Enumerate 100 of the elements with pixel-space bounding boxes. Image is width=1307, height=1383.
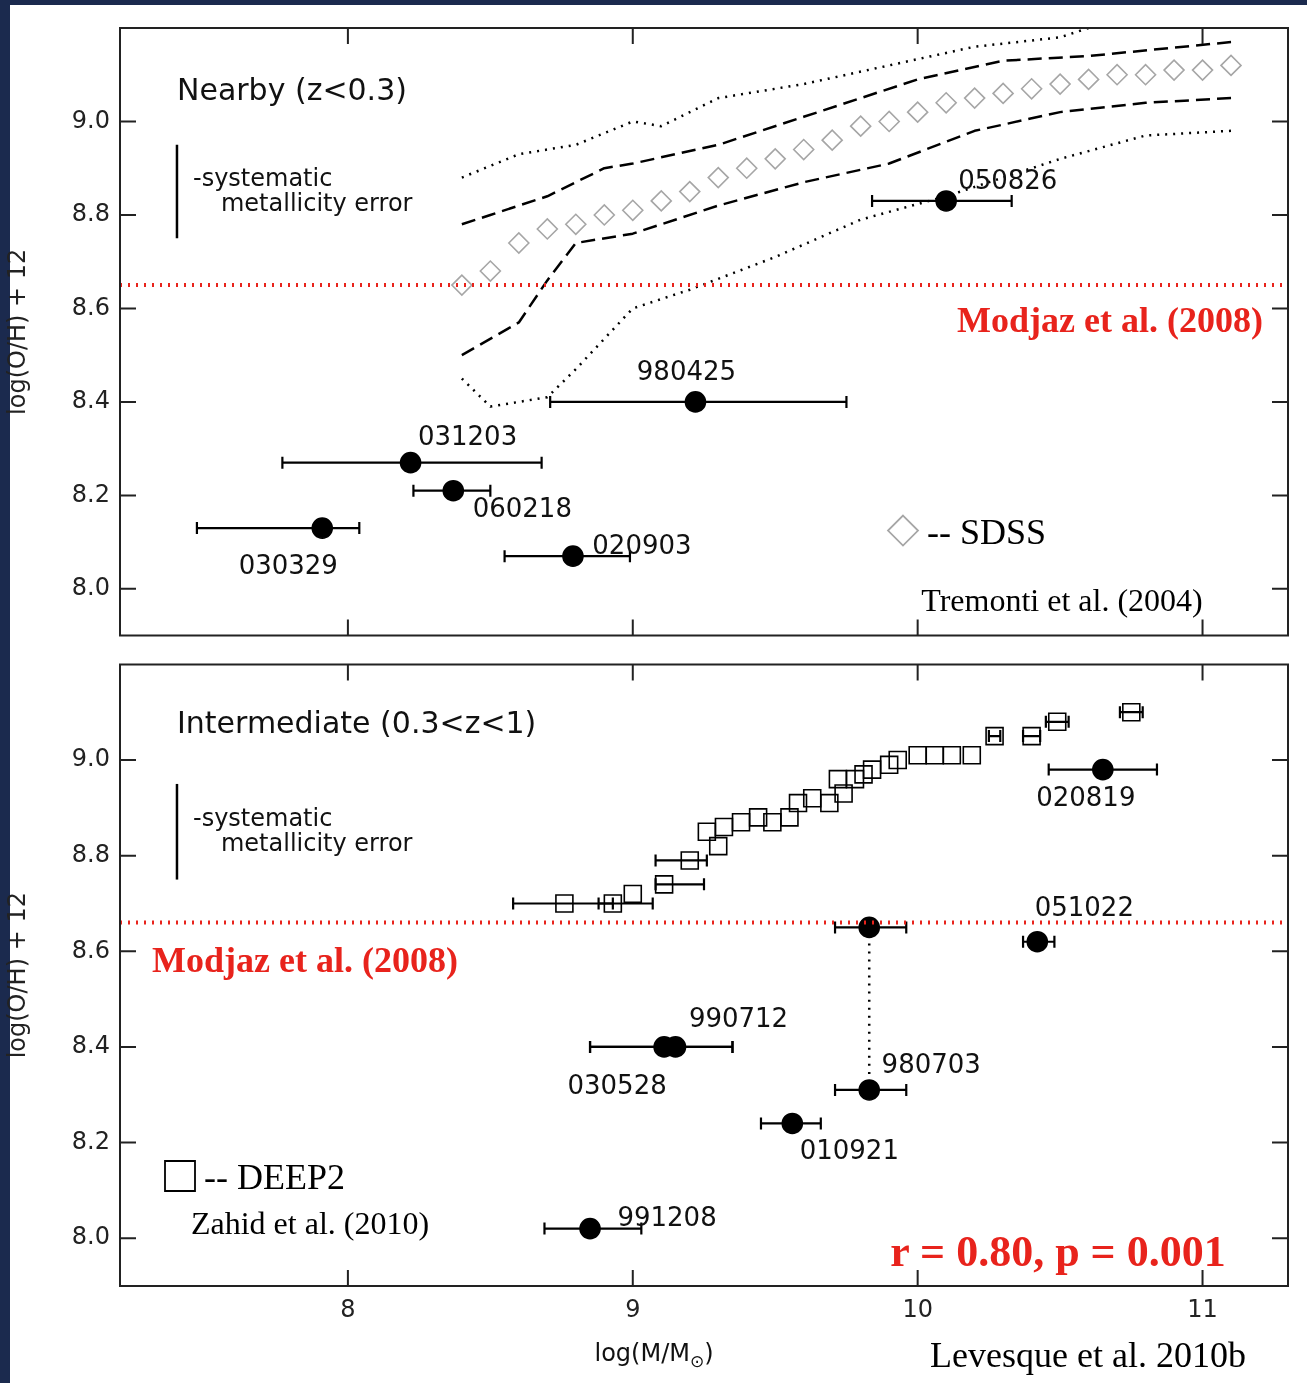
point	[479, 260, 502, 282]
point	[854, 765, 873, 784]
point	[508, 232, 530, 254]
point	[925, 745, 945, 765]
line-series	[460, 40, 1233, 226]
point	[849, 115, 872, 137]
point	[834, 784, 853, 803]
point	[603, 894, 623, 913]
point	[593, 204, 616, 226]
point	[562, 545, 584, 567]
annotation: r = 0.80, p = 0.001	[890, 1227, 1226, 1277]
point	[962, 745, 982, 765]
annotation: 020819	[1036, 782, 1136, 813]
legend-label: -- SDSS	[927, 512, 1047, 553]
annotation: 980703	[881, 1048, 981, 1079]
point	[1134, 63, 1157, 86]
point	[697, 822, 717, 842]
point	[555, 894, 574, 913]
point	[763, 812, 782, 832]
point	[935, 91, 957, 114]
point	[906, 101, 929, 123]
point	[821, 129, 843, 151]
annotation: 051022	[1034, 892, 1134, 923]
point	[828, 769, 848, 789]
y-tick-label: 8.8	[71, 839, 110, 868]
point	[1106, 63, 1128, 86]
point	[707, 166, 730, 189]
point	[708, 836, 728, 856]
annotation: -systematic metallicity error	[192, 803, 413, 857]
point	[792, 138, 815, 161]
ref-line-label: Modjaz et al. (2008)	[152, 939, 458, 980]
y-tick-label: 9.0	[71, 105, 110, 134]
legend-label: -- DEEP2	[204, 1157, 345, 1198]
point	[788, 793, 808, 813]
y-axis-title: log(O/H) + 12	[2, 248, 31, 415]
annotation: 031203	[417, 421, 518, 452]
point	[845, 769, 865, 789]
point	[1077, 68, 1100, 91]
point	[908, 745, 927, 765]
x-axis-title: log(M/M⊙)	[594, 1339, 714, 1372]
y-tick-label: 8.6	[71, 292, 110, 321]
x-tick-label: 10	[902, 1294, 933, 1323]
point	[992, 82, 1014, 105]
annotation: 060218	[472, 493, 572, 524]
point	[714, 817, 734, 837]
y-tick-label: 8.4	[71, 386, 110, 415]
x-tick-label: 11	[1187, 1294, 1218, 1323]
point	[1122, 702, 1141, 722]
y-tick-label: 8.6	[71, 935, 110, 964]
point	[942, 745, 962, 765]
point	[1191, 59, 1214, 81]
point	[802, 789, 822, 808]
annotation: Tremonti et al. (2004)	[921, 582, 1203, 619]
point	[536, 218, 559, 240]
text: Intermediate (0.3<z<1)	[177, 705, 537, 741]
ref-line-label: Modjaz et al. (2008)	[957, 300, 1263, 341]
text: Nearby (z<0.3)	[177, 71, 407, 107]
point	[1163, 59, 1185, 81]
annotation: 030329	[238, 549, 338, 580]
point	[820, 793, 839, 813]
point	[780, 808, 799, 827]
y-tick-label: 9.0	[71, 744, 110, 773]
x-tick-label: 8	[340, 1294, 356, 1323]
point	[680, 851, 700, 870]
point	[650, 190, 673, 212]
annotation: 991208	[617, 1202, 717, 1233]
annotation: -systematic metallicity error	[192, 163, 413, 217]
annotation: 980425	[636, 355, 737, 386]
y-tick-label: 8.0	[71, 573, 110, 602]
point	[748, 808, 768, 827]
point	[678, 180, 701, 203]
y-tick-label: 8.2	[71, 479, 110, 508]
annotation: 010921	[799, 1135, 899, 1166]
point	[731, 812, 751, 832]
annotation: Zahid et al. (2010)	[190, 1205, 430, 1242]
point	[735, 157, 758, 180]
point	[1020, 77, 1043, 100]
y-axis-title: log(O/H) + 12	[2, 892, 31, 1059]
annotation: 030528	[567, 1069, 667, 1100]
point	[878, 110, 900, 133]
point	[1049, 73, 1071, 95]
point	[862, 760, 882, 779]
point	[451, 274, 473, 296]
point	[1220, 54, 1242, 77]
y-tick-label: 8.2	[71, 1126, 110, 1155]
point	[879, 755, 899, 775]
x-tick-label: 9	[625, 1294, 641, 1323]
point	[888, 750, 907, 770]
text: Levesque et al. 2010b	[930, 1335, 1246, 1376]
point	[654, 875, 674, 894]
annotation: 020903	[592, 529, 692, 560]
point	[621, 199, 644, 222]
y-tick-label: 8.4	[71, 1031, 110, 1060]
annotation: 990712	[688, 1002, 789, 1033]
y-tick-label: 8.8	[71, 199, 110, 228]
y-tick-label: 8.0	[71, 1222, 110, 1251]
point	[963, 87, 986, 109]
point	[623, 884, 643, 904]
point	[565, 213, 587, 236]
point	[764, 148, 787, 170]
